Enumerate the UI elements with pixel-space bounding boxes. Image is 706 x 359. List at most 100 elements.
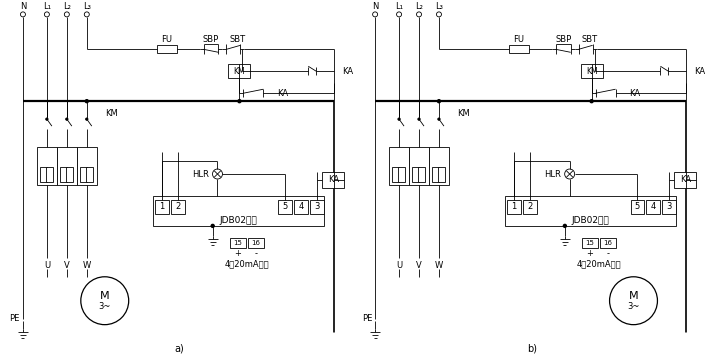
Text: W: W <box>435 261 443 270</box>
Text: 1: 1 <box>511 202 516 211</box>
Text: KM: KM <box>586 67 597 76</box>
Bar <box>662 200 676 214</box>
Text: JDB02系列: JDB02系列 <box>572 216 609 225</box>
Bar <box>647 200 660 214</box>
Text: U: U <box>396 261 402 270</box>
Bar <box>507 200 521 214</box>
Text: +: + <box>234 249 241 258</box>
Circle shape <box>238 100 241 103</box>
Bar <box>46 167 53 182</box>
Text: HLR: HLR <box>544 169 561 178</box>
Text: FU: FU <box>161 35 172 44</box>
Text: KA: KA <box>328 176 339 185</box>
Text: 15: 15 <box>234 240 242 246</box>
Bar <box>522 200 537 214</box>
Bar <box>580 64 603 78</box>
Bar <box>398 167 405 182</box>
Circle shape <box>417 12 421 17</box>
Bar <box>412 167 419 182</box>
Text: L₂: L₂ <box>415 2 423 11</box>
Circle shape <box>46 118 48 120</box>
Bar <box>509 45 529 53</box>
Text: V: V <box>416 261 422 270</box>
Text: 5: 5 <box>282 202 288 211</box>
Circle shape <box>563 224 566 227</box>
Bar <box>278 200 292 214</box>
Text: KA: KA <box>342 67 353 76</box>
Text: SBP: SBP <box>555 35 571 44</box>
Text: V: V <box>64 261 70 270</box>
Bar <box>600 238 616 248</box>
Text: KA: KA <box>277 89 289 98</box>
Bar <box>157 45 176 53</box>
Text: KA: KA <box>695 67 705 76</box>
Text: 4: 4 <box>651 202 656 211</box>
Text: PE: PE <box>361 314 372 323</box>
Bar <box>630 200 645 214</box>
Circle shape <box>85 100 88 103</box>
Text: N: N <box>20 2 26 11</box>
Circle shape <box>373 12 378 17</box>
Bar <box>310 200 324 214</box>
Text: 2: 2 <box>527 202 532 211</box>
Text: L₁: L₁ <box>395 2 403 11</box>
Text: W: W <box>83 261 91 270</box>
Text: FU: FU <box>513 35 525 44</box>
Bar <box>57 147 77 185</box>
Bar <box>429 147 449 185</box>
Text: HLR: HLR <box>191 169 208 178</box>
Text: KA: KA <box>630 89 640 98</box>
Text: -: - <box>606 249 609 258</box>
Text: 1: 1 <box>159 202 164 211</box>
Bar <box>66 167 73 182</box>
Circle shape <box>20 12 25 17</box>
Text: 15: 15 <box>585 240 594 246</box>
Text: SBP: SBP <box>203 35 219 44</box>
Circle shape <box>438 118 440 120</box>
Bar <box>392 167 399 182</box>
Text: JDB02系列: JDB02系列 <box>220 216 257 225</box>
Bar <box>409 147 429 185</box>
Circle shape <box>85 118 88 120</box>
Circle shape <box>211 224 214 227</box>
Text: N: N <box>372 2 378 11</box>
Bar <box>152 196 324 226</box>
Text: L₁: L₁ <box>43 2 51 11</box>
Text: 4～20mA输出: 4～20mA输出 <box>577 259 621 268</box>
Circle shape <box>64 12 69 17</box>
Bar <box>389 147 409 185</box>
Bar <box>248 238 264 248</box>
Bar <box>294 200 309 214</box>
Text: SBT: SBT <box>229 35 246 44</box>
Circle shape <box>438 100 441 103</box>
Text: -: - <box>254 249 257 258</box>
Text: L₃: L₃ <box>83 2 91 11</box>
Text: 4: 4 <box>299 202 304 211</box>
Bar <box>229 64 251 78</box>
Bar <box>230 238 246 248</box>
Circle shape <box>80 277 128 325</box>
Bar <box>77 147 97 185</box>
Bar <box>322 172 345 188</box>
Circle shape <box>565 169 575 179</box>
Bar <box>505 196 676 226</box>
Text: +: + <box>587 249 594 258</box>
Text: 2: 2 <box>175 202 180 211</box>
Bar <box>674 172 696 188</box>
Text: M: M <box>629 291 638 301</box>
Text: KM: KM <box>457 109 469 118</box>
Circle shape <box>66 118 68 120</box>
Bar <box>155 200 169 214</box>
Circle shape <box>436 12 441 17</box>
Bar <box>86 167 92 182</box>
Text: PE: PE <box>10 314 20 323</box>
Circle shape <box>418 118 420 120</box>
Circle shape <box>44 12 49 17</box>
Text: 3: 3 <box>666 202 672 211</box>
Text: M: M <box>100 291 109 301</box>
Bar <box>438 167 445 182</box>
Circle shape <box>590 100 593 103</box>
Text: L₃: L₃ <box>435 2 443 11</box>
Bar <box>40 167 47 182</box>
Text: 3~: 3~ <box>99 302 111 311</box>
